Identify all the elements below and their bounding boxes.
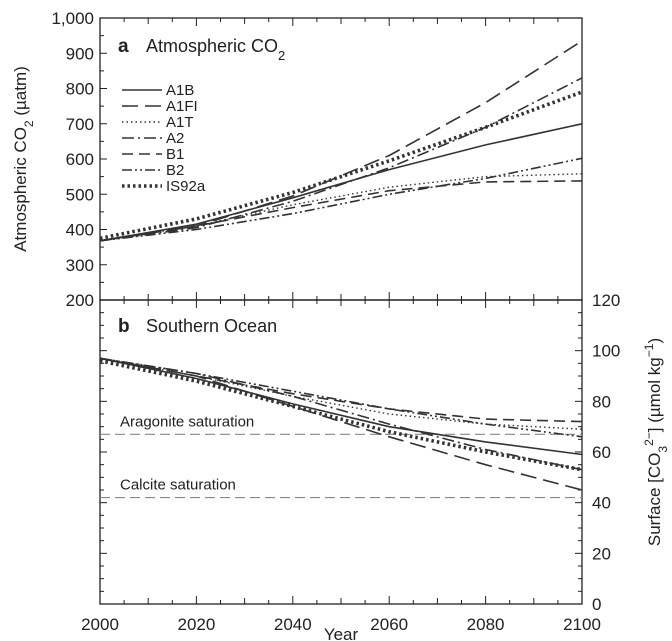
series-line-b-a1b — [99, 357, 583, 456]
legend-label-a1t: A1T — [166, 114, 194, 131]
y-tick-label-a: 500 — [66, 185, 94, 204]
panel-b-letter: b — [118, 316, 130, 337]
panel-a-title: Atmospheric CO2 — [146, 36, 285, 63]
y-tick-label-b: 0 — [592, 595, 601, 614]
series-line-a-b2 — [99, 157, 583, 242]
series-line-a-b1 — [99, 180, 583, 242]
calcite-saturation-label: Calcite saturation — [120, 477, 236, 494]
legend-label-b2: B2 — [166, 162, 184, 179]
legend-label-is92a: IS92a — [166, 178, 206, 195]
y-tick-label-b: 80 — [592, 392, 611, 411]
y-tick-label-a: 700 — [66, 115, 94, 134]
y-tick-label-a: 900 — [66, 44, 94, 63]
y-tick-label-b: 60 — [592, 443, 611, 462]
panel-a-atmospheric-co2: 200 300 400 500 600 700 800 900 1,000 Atmospheric… — [11, 9, 583, 310]
series-line-a-a1b — [99, 123, 583, 242]
x-tick-label: 2000 — [81, 615, 119, 634]
series-line-a-is92a — [99, 90, 583, 241]
x-tick-label: 2040 — [274, 615, 312, 634]
y-tick-label-b: 40 — [592, 494, 611, 513]
y-tick-label-a: 1,000 — [51, 9, 94, 28]
panel-b-title: Southern Ocean — [146, 316, 277, 336]
y-axis-title-b: Surface [CO32−] (µmol kg−1) — [642, 338, 670, 546]
y-tick-label-a: 800 — [66, 80, 94, 99]
y-tick-label-a: 400 — [66, 221, 94, 240]
series-line-b-a1t — [99, 357, 583, 430]
y-tick-label-a: 200 — [66, 291, 94, 310]
aragonite-saturation-label: Aragonite saturation — [120, 413, 254, 430]
x-tick-label: 2020 — [177, 615, 215, 634]
panel-a-letter: a — [118, 36, 129, 57]
shared-axis-elements: 2000 2020 2040 2060 2080 2100 Year — [81, 615, 601, 641]
legend-label-b1: B1 — [166, 146, 184, 163]
y-tick-label-a: 600 — [66, 150, 94, 169]
x-tick-label: 2080 — [467, 615, 505, 634]
legend-label-a1b: A1B — [166, 82, 194, 99]
y-axis-title-a: Atmospheric CO2 (µatm) — [11, 66, 36, 252]
x-tick-label: 2060 — [370, 615, 408, 634]
series-line-b-b2 — [99, 357, 583, 438]
x-axis-title: Year — [324, 625, 359, 641]
series-line-a-a1t — [99, 173, 583, 242]
y-tick-label-a: 300 — [66, 256, 94, 275]
y-tick-label-b: 100 — [592, 342, 620, 361]
legend-label-a2: A2 — [166, 130, 184, 147]
series-line-b-a2 — [99, 357, 583, 471]
y-tick-label-b: 20 — [592, 544, 611, 563]
y-tick-label-b: 120 — [592, 291, 620, 310]
series-line-a-a2 — [99, 77, 583, 242]
legend-label-a1fi: A1FI — [166, 98, 198, 115]
x-tick-label: 2100 — [563, 615, 601, 634]
series-line-b-b1 — [99, 357, 583, 423]
panel-b-frame — [99, 299, 583, 605]
panel-b-southern-ocean: 0 20 40 60 80 100 120 Surface [CO32−] (µmol kg−… — [99, 291, 670, 614]
series-line-b-is92a — [99, 359, 583, 472]
